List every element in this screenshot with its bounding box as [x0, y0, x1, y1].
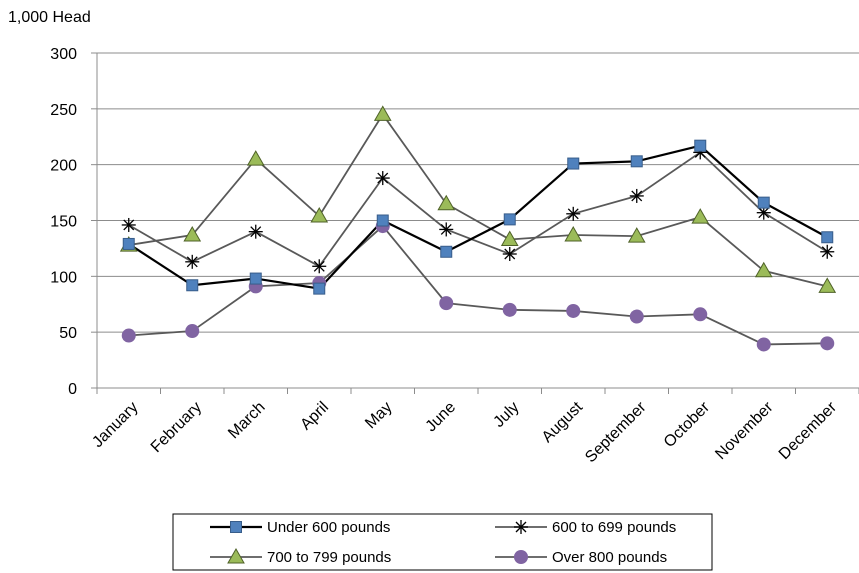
- data-point: [312, 259, 327, 274]
- x-tick-label: July: [490, 399, 522, 431]
- data-point: [121, 328, 136, 343]
- y-tick-label: 150: [50, 214, 77, 231]
- legend-marker: [514, 520, 528, 534]
- series-line: [128, 112, 828, 288]
- data-point: [185, 324, 200, 339]
- data-point: [183, 226, 202, 242]
- series-line: [128, 151, 828, 268]
- data-point: [566, 206, 581, 221]
- data-point: [820, 336, 835, 351]
- series-line: [128, 144, 828, 290]
- y-tick-label: 100: [50, 269, 77, 286]
- axes: [91, 52, 859, 394]
- data-point: [122, 237, 135, 250]
- x-tick-label: March: [225, 399, 268, 442]
- data-point: [248, 224, 263, 239]
- y-unit-label: 1,000 Head: [8, 9, 91, 26]
- data-point: [310, 207, 329, 223]
- data-point: [502, 302, 517, 317]
- legend-label: 700 to 799 pounds: [267, 549, 391, 566]
- data-point: [500, 230, 519, 246]
- data-point: [629, 188, 644, 203]
- data-point: [757, 196, 770, 209]
- data-point: [821, 231, 834, 244]
- data-point: [246, 150, 265, 166]
- data-point: [503, 213, 516, 226]
- legend-label: 600 to 699 pounds: [552, 519, 676, 536]
- data-point: [566, 303, 581, 318]
- data-point: [185, 254, 200, 269]
- data-point: [693, 307, 708, 322]
- data-point: [439, 222, 454, 237]
- x-tick-label: May: [362, 399, 395, 432]
- legend-marker: [514, 550, 528, 564]
- grid-lines: [97, 52, 859, 333]
- x-tick-label: October: [661, 398, 714, 451]
- y-tick-label: 50: [59, 325, 77, 342]
- x-tick-label: August: [539, 398, 587, 446]
- data-point: [820, 244, 835, 259]
- data-point: [756, 337, 771, 352]
- data-point: [313, 282, 326, 295]
- data-point: [373, 105, 392, 121]
- data-point: [754, 261, 773, 278]
- data-point: [121, 217, 136, 232]
- data-point: [818, 277, 837, 293]
- x-tick-label: September: [582, 398, 650, 466]
- data-point: [756, 205, 771, 220]
- x-tick-label: April: [297, 399, 332, 434]
- data-point: [440, 245, 453, 258]
- y-tick-label: 200: [50, 158, 77, 175]
- x-tick-label: January: [89, 399, 141, 451]
- legend-label: Over 800 pounds: [552, 549, 667, 566]
- x-tick-label: June: [423, 399, 460, 436]
- data-point: [630, 155, 643, 168]
- x-tick-labels: January February March April May June July Augu…: [89, 398, 840, 466]
- x-tick-label: November: [712, 398, 777, 463]
- y-tick-label: 300: [50, 46, 77, 63]
- data-point: [376, 214, 389, 227]
- data-point: [439, 296, 454, 311]
- data-point: [186, 279, 199, 292]
- y-tick-label: 0: [68, 381, 77, 398]
- data-point: [564, 226, 583, 242]
- series-line: [128, 224, 828, 346]
- legend-box: [172, 513, 713, 571]
- legend: Under 600 pounds 600 to 699 pounds 700 to …: [172, 513, 713, 571]
- data-point: [502, 247, 517, 261]
- data-point: [691, 208, 710, 224]
- legend-marker: [227, 547, 245, 564]
- data-point: [249, 272, 262, 285]
- legend-marker: [230, 521, 242, 533]
- data-point: [567, 157, 580, 170]
- x-tick-label: December: [776, 398, 841, 463]
- y-tick-labels: 0 50 100 150 200 250 300: [50, 46, 77, 398]
- series-group: [119, 105, 837, 352]
- data-point: [627, 227, 646, 243]
- y-tick-label: 250: [50, 102, 77, 119]
- data-point: [629, 309, 644, 324]
- legend-label: Under 600 pounds: [267, 519, 390, 536]
- data-point: [437, 194, 456, 211]
- data-point: [694, 139, 707, 152]
- x-tick-label: February: [148, 399, 205, 456]
- data-point: [375, 171, 390, 186]
